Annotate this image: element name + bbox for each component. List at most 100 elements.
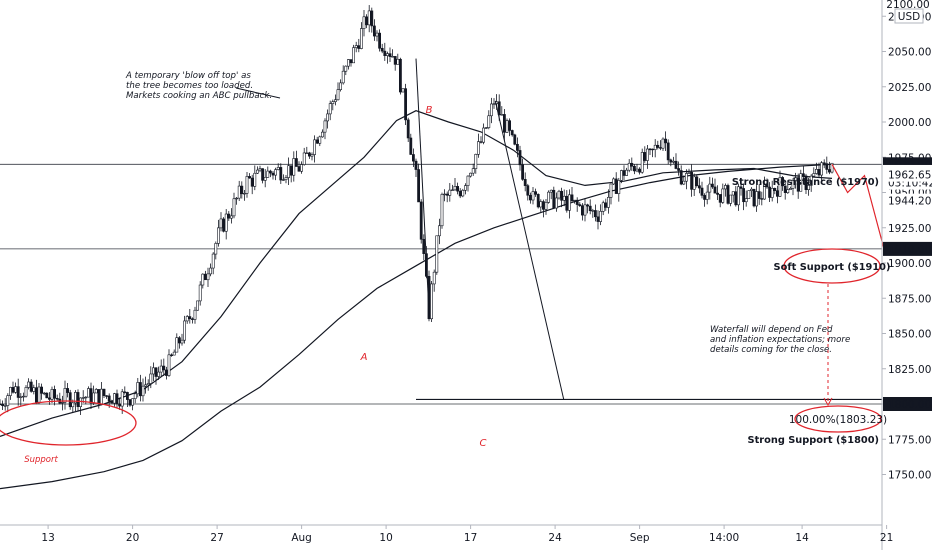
candle-body [656,144,660,148]
candle-body [617,180,621,194]
candle-body [586,204,590,207]
candle-body [50,389,54,400]
candle-body [565,195,569,211]
candle-body [60,402,64,404]
candle-body [89,388,93,404]
candle-body [820,162,824,176]
y-tick-label: 1925.00 [888,223,931,235]
candle-body [682,180,686,185]
candle-body [136,382,140,395]
candle-body [614,178,618,194]
wave-line-a [415,58,430,313]
candle-body [165,369,168,376]
candle-body [105,395,109,397]
candle-body [554,197,558,209]
candle-body [45,392,49,399]
candle-body [222,218,226,232]
candle-body [619,170,623,181]
candle-body [6,395,10,406]
candle-body [508,120,512,131]
candle-body [346,59,350,67]
candle-body [791,180,795,189]
currency-badge[interactable] [894,8,924,24]
candle-body [255,169,259,174]
candle-body [40,386,44,394]
candle-body [723,185,727,190]
candle-body [32,387,36,392]
blow-off-line-3: Markets cooking an ABC pullback. [126,91,272,101]
candle-body [1,403,5,406]
candle-body [528,194,532,201]
candle-body [21,395,25,398]
x-tick-label: 10 [379,532,392,544]
candle-body [456,186,460,192]
candle-body [305,152,309,154]
support-zone-label: Support [24,455,58,465]
x-tick-label: 24 [548,532,562,544]
candle-body [81,397,85,399]
candle-body [29,381,33,392]
candle-body [393,56,397,65]
candle-body [53,389,57,399]
candle-body [606,197,610,208]
candle-body [749,188,753,191]
candle-body [323,120,327,133]
candle-body [804,175,808,190]
candle-body [487,115,491,128]
moving-average-1 [0,163,833,490]
blow-off-pointer [235,87,281,99]
candle-body [604,202,608,208]
candle-body [591,210,595,212]
candle-body [274,169,278,176]
candle-body [313,139,317,155]
candle-body [544,202,548,210]
candle-body [612,178,616,185]
candle-body [726,185,730,204]
candle-body [583,204,587,216]
candle-body [801,173,805,177]
candle-body [752,188,756,207]
price-tag-4 [883,193,932,208]
candle-body [757,191,761,199]
candle-body [708,183,712,193]
candle-body [47,397,51,400]
candle-body [211,253,215,269]
candle-body [422,238,426,254]
candle-body [378,32,382,49]
candle-body [206,273,210,281]
candle-body [742,188,746,203]
candle-body [250,177,254,187]
candle-body [292,158,296,176]
candle-body [469,172,473,177]
candle-body [560,190,564,201]
candle-body [120,391,124,407]
candle-body [362,16,366,29]
candle-body [817,169,821,176]
candle-body [461,189,465,197]
candle-body [552,189,556,209]
candle-body [328,103,332,115]
candle-body [152,367,155,375]
candle-body [167,354,171,376]
candle-body [268,170,272,174]
candle-body [235,197,239,200]
candle-body [183,320,187,341]
candle-body [370,10,374,27]
candle-body [102,388,106,396]
candle-body [557,190,561,199]
candle-body [287,165,291,178]
candle-body [372,25,376,37]
candle-body [799,173,803,192]
price-axis[interactable]: 1750.00 1775.00 1800.00 1825.00 1850.00 1875.… [882,11,932,482]
candle-body [3,405,7,407]
candle-body [518,150,522,166]
candle-body [66,388,70,393]
candle-body [417,169,421,203]
x-tick-label: 20 [126,532,139,544]
x-tick-label: 14:00 [709,532,739,544]
candle-body [471,168,475,174]
candle-body [570,194,574,202]
candle-body [500,114,504,116]
